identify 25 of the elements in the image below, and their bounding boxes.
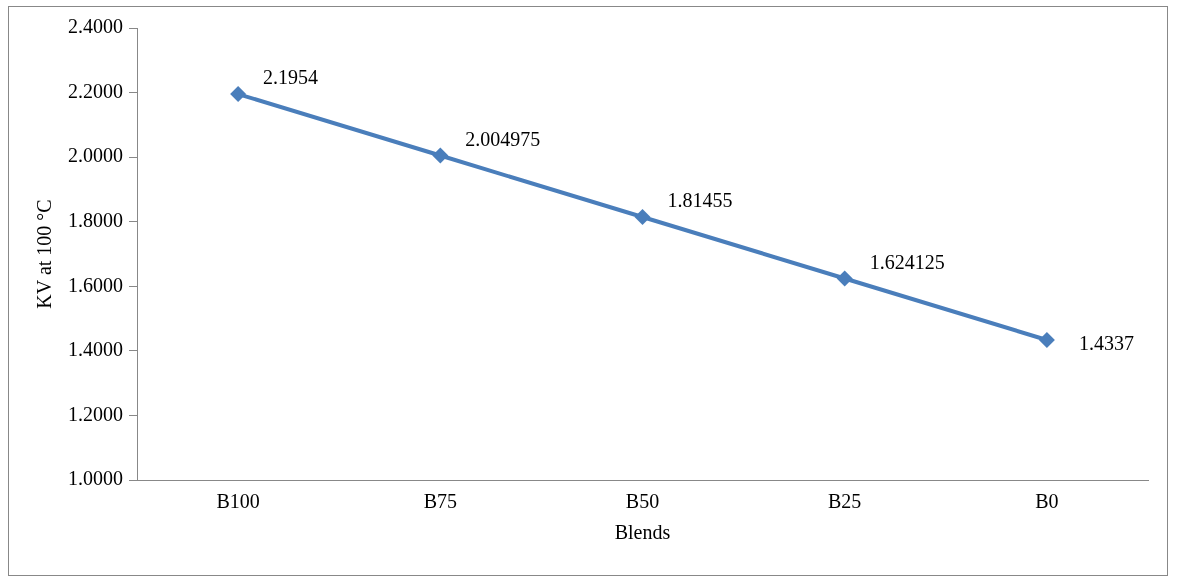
x-tick-label: B100 — [216, 490, 260, 513]
data-label: 1.624125 — [869, 250, 945, 273]
x-axis-title: Blends — [614, 521, 671, 544]
y-tick-label: 2.4000 — [68, 15, 123, 38]
point — [230, 86, 247, 103]
y-tick-label: 2.2000 — [68, 79, 123, 102]
y-axis-title: KV at 100 °C — [33, 199, 56, 309]
y-tick-label: 1.6000 — [68, 273, 123, 296]
point — [432, 147, 449, 164]
x-tick-label: B25 — [828, 490, 862, 513]
y-tick-label: 2.0000 — [68, 144, 123, 167]
y-tick-label: 1.2000 — [68, 402, 123, 425]
y-tick-label: 1.0000 — [68, 467, 123, 490]
x-tick-label: B0 — [1035, 490, 1059, 513]
y-tick-label: 1.8000 — [68, 208, 123, 231]
point — [634, 209, 651, 226]
y-tick-label: 1.4000 — [68, 338, 123, 361]
data-label: 1.81455 — [667, 189, 733, 212]
point — [836, 270, 853, 287]
point — [1038, 331, 1055, 348]
x-tick-label: B75 — [423, 490, 457, 513]
data-label: 2.004975 — [465, 127, 541, 150]
data-label: 2.1954 — [263, 66, 319, 89]
x-tick-label: B50 — [625, 490, 660, 513]
data-label: 1.4337 — [1078, 332, 1134, 355]
